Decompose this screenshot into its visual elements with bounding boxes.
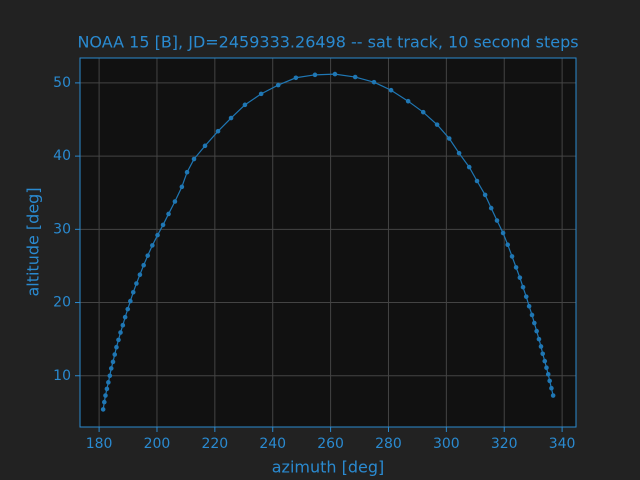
x-tick-label: 280 [375,436,402,452]
track-point [446,136,452,141]
track-point [505,242,511,247]
track-point [474,178,480,184]
x-tick-label: 220 [201,436,228,452]
track-point [517,275,523,280]
track-point [258,91,264,97]
track-point [526,303,532,309]
track-point [116,337,121,343]
y-axis-label: altitude [deg] [24,187,43,296]
track-point [110,359,116,365]
track-point [312,72,318,78]
track-point [155,232,160,238]
track-point [134,281,139,286]
y-tick-label: 20 [53,295,71,311]
track-point [388,87,394,93]
track-point [202,143,208,149]
track-point [100,407,106,412]
track-point [405,98,411,104]
track-point [520,284,526,290]
y-tick-label: 50 [53,75,71,91]
track-point [120,322,126,328]
track-point [112,352,118,357]
track-point [128,298,133,304]
x-tick-label: 320 [491,436,518,452]
y-tick-label: 30 [53,221,71,237]
track-point [534,328,539,334]
track-point [371,79,377,85]
track-point [172,199,178,204]
track-point [215,128,221,134]
track-point [118,330,123,335]
track-point [549,385,554,391]
track-point [352,74,358,80]
track-point [104,386,110,392]
x-tick-label: 300 [433,436,460,452]
track-point [529,312,535,318]
track-point [108,366,114,371]
track-point [500,230,506,236]
track-point [545,371,551,377]
x-tick-label: 340 [549,436,576,452]
plot-bg [80,58,576,427]
x-tick-label: 200 [144,436,171,452]
track-point [293,75,299,81]
track-point [125,306,131,312]
x-axis-label: azimuth [deg] [272,458,385,477]
track-point [145,253,151,258]
track-point [275,82,281,88]
track-point [494,218,500,223]
x-tick-label: 260 [317,436,344,452]
track-point [538,344,544,349]
track-point [509,254,515,259]
track-point [536,336,542,342]
track-point [550,393,556,398]
track-point [513,265,519,270]
track-point [106,380,111,385]
track-point [540,351,546,357]
track-point [160,222,166,228]
y-tick-label: 10 [53,368,71,384]
track-point [547,378,552,384]
track-point [103,393,108,398]
track-point [102,399,107,405]
track-point [137,272,143,278]
track-point [150,243,155,248]
track-point [166,211,171,217]
track-point [122,314,128,320]
track-point [242,102,248,108]
track-point [420,109,426,115]
x-tick-label: 240 [259,436,286,452]
track-point [482,192,488,198]
track-point [184,169,190,175]
track-point [466,164,472,170]
track-point [228,115,234,121]
track-point [332,71,338,77]
track-point [434,122,440,127]
chart-title: NOAA 15 [B], JD=2459333.26498 -- sat tra… [77,33,578,52]
x-tick-label: 180 [86,436,113,452]
track-point [542,358,548,364]
track-point [107,373,113,379]
track-point [179,184,185,190]
track-point [532,320,537,326]
track-point [141,262,146,268]
track-point [191,156,197,162]
track-point [130,289,136,295]
y-tick-label: 40 [53,148,71,164]
track-point [523,294,529,299]
plot-frame [79,57,577,428]
track-point [456,150,462,156]
track-point [114,344,119,350]
track-point [488,205,494,211]
track-point [544,365,549,370]
